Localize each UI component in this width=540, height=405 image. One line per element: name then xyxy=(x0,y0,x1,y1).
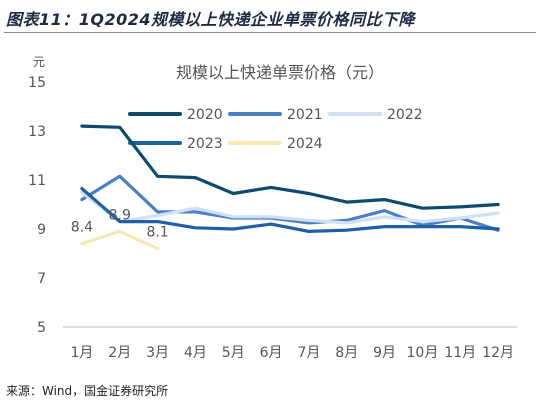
source-note: 来源：Wind，国金证券研究所 xyxy=(6,384,169,398)
legend-label-2022: 2022 xyxy=(387,107,423,123)
y-axis-unit-label: 元 xyxy=(33,55,45,69)
series-line-2023 xyxy=(80,187,500,233)
figure-title: 图表11：1Q2024规模以上快递企业单票价格同比下降 xyxy=(6,10,416,29)
y-tick-label: 13 xyxy=(28,124,46,140)
x-tick-label: 7月 xyxy=(297,345,320,361)
chart-legend: 2020 2021 2022 2023 2024 xyxy=(128,107,423,152)
price-line-chart: 规模以上快递单票价格（元） 元 5 7 9 11 13 15 1月 2月 3月 4月 5月 6月 7月… xyxy=(28,55,517,361)
data-label: 8.1 xyxy=(146,225,168,241)
x-tick-label: 8月 xyxy=(335,345,358,361)
legend-label-2020: 2020 xyxy=(187,107,223,123)
x-tick-label: 1月 xyxy=(70,345,93,361)
x-tick-label: 11月 xyxy=(444,345,476,361)
y-tick-label: 7 xyxy=(37,271,46,287)
series-line-2022 xyxy=(80,190,500,225)
x-tick-label: 4月 xyxy=(184,345,207,361)
series-line-2021 xyxy=(80,174,500,232)
series-line-2020 xyxy=(80,124,500,210)
y-tick-label: 15 xyxy=(28,75,46,91)
x-tick-label: 2月 xyxy=(108,345,131,361)
x-tick-label: 10月 xyxy=(407,345,439,361)
x-tick-label: 5月 xyxy=(222,345,245,361)
x-axis-ticks: 1月 2月 3月 4月 5月 6月 7月 8月 9月 10月 11月 12月 xyxy=(63,326,517,361)
data-label: 8.9 xyxy=(109,207,131,223)
y-tick-label: 9 xyxy=(37,222,46,238)
y-tick-label: 11 xyxy=(28,173,46,189)
data-label: 8.4 xyxy=(71,220,93,236)
series-lines xyxy=(80,124,500,251)
title-divider xyxy=(4,32,536,33)
legend-label-2024: 2024 xyxy=(287,136,323,152)
x-tick-label: 12月 xyxy=(482,345,514,361)
x-tick-label: 3月 xyxy=(146,345,169,361)
chart-title: 规模以上快递单票价格（元） xyxy=(176,63,384,82)
y-axis-ticks: 5 7 9 11 13 15 xyxy=(28,75,46,336)
x-tick-label: 6月 xyxy=(260,345,283,361)
x-tick-label: 9月 xyxy=(373,345,396,361)
y-tick-label: 5 xyxy=(37,320,46,336)
legend-label-2023: 2023 xyxy=(187,136,223,152)
series-line-2024 xyxy=(80,229,160,251)
data-labels: 8.4 8.9 8.1 xyxy=(71,207,169,240)
legend-label-2021: 2021 xyxy=(287,107,323,123)
